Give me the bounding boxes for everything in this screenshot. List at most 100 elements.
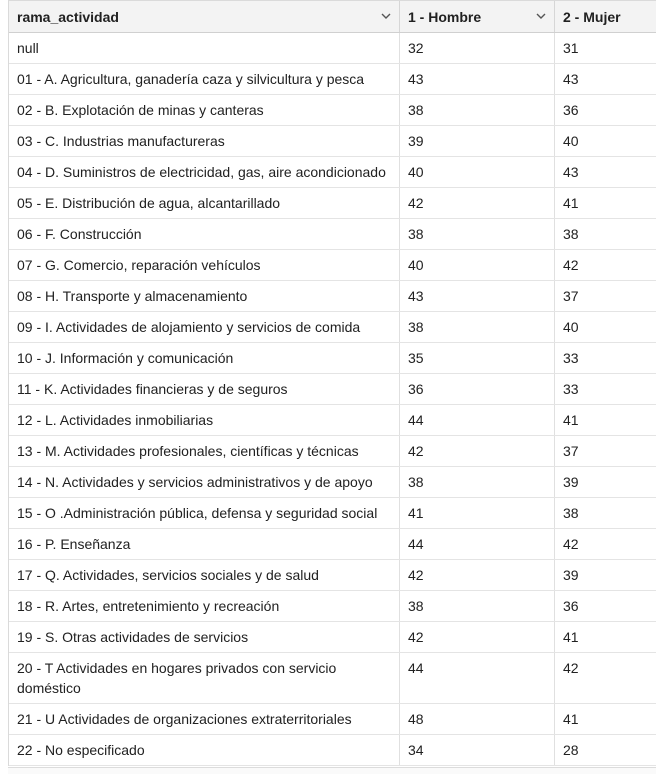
table-row[interactable]: 09 - I. Actividades de alojamiento y ser…	[9, 312, 656, 343]
cell-hombre[interactable]: 39	[400, 126, 555, 156]
cell-rama-actividad[interactable]: 19 - S. Otras actividades de servicios	[9, 622, 400, 652]
cell-mujer[interactable]: 31	[555, 33, 656, 63]
table-row[interactable]: 02 - B. Explotación de minas y canteras 3…	[9, 95, 656, 126]
cell-hombre[interactable]: 48	[400, 704, 555, 734]
cell-rama-actividad[interactable]: 04 - D. Suministros de electricidad, gas…	[9, 157, 400, 187]
chevron-down-icon[interactable]	[536, 12, 546, 22]
table-row[interactable]: 13 - M. Actividades profesionales, cient…	[9, 436, 656, 467]
cell-mujer[interactable]: 43	[555, 64, 656, 94]
cell-mujer[interactable]: 36	[555, 591, 656, 621]
table-row[interactable]: 18 - R. Artes, entretenimiento y recreac…	[9, 591, 656, 622]
cell-mujer[interactable]: 37	[555, 436, 656, 466]
table-row[interactable]: 15 - O .Administración pública, defensa …	[9, 498, 656, 529]
cell-hombre[interactable]: 43	[400, 281, 555, 311]
table-row[interactable]: 21 - U Actividades de organizaciones ext…	[9, 704, 656, 735]
cell-mujer[interactable]: 41	[555, 622, 656, 652]
cell-hombre[interactable]: 42	[400, 622, 555, 652]
cell-mujer[interactable]: 36	[555, 95, 656, 125]
cell-rama-actividad[interactable]: 14 - N. Actividades y servicios administ…	[9, 467, 400, 497]
cell-mujer[interactable]: 33	[555, 374, 656, 404]
column-header-mujer[interactable]: 2 - Mujer	[555, 1, 656, 32]
cell-rama-actividad[interactable]: 22 - No especificado	[9, 735, 400, 765]
cell-mujer[interactable]: 43	[555, 157, 656, 187]
table-row[interactable]: 05 - E. Distribución de agua, alcantaril…	[9, 188, 656, 219]
cell-mujer[interactable]: 28	[555, 735, 656, 765]
cell-mujer[interactable]: 42	[555, 653, 656, 703]
cell-hombre[interactable]: 36	[400, 374, 555, 404]
table-row[interactable]: 04 - D. Suministros de electricidad, gas…	[9, 157, 656, 188]
column-header-rama-actividad[interactable]: rama_actividad	[9, 1, 400, 32]
table-row[interactable]: 20 - T Actividades en hogares privados c…	[9, 653, 656, 704]
cell-hombre[interactable]: 40	[400, 250, 555, 280]
cell-mujer[interactable]: 41	[555, 405, 656, 435]
cell-hombre[interactable]: 40	[400, 157, 555, 187]
cell-hombre[interactable]: 41	[400, 498, 555, 528]
cell-value: 40	[408, 164, 424, 180]
table-row[interactable]: 19 - S. Otras actividades de servicios 42…	[9, 622, 656, 653]
table-row[interactable]: 01 - A. Agricultura, ganadería caza y si…	[9, 64, 656, 95]
horizontal-scrollbar[interactable]	[8, 767, 656, 774]
cell-hombre[interactable]: 32	[400, 33, 555, 63]
cell-rama-actividad[interactable]: 21 - U Actividades de organizaciones ext…	[9, 704, 400, 734]
cell-hombre[interactable]: 35	[400, 343, 555, 373]
cell-mujer[interactable]: 38	[555, 219, 656, 249]
cell-mujer[interactable]: 39	[555, 467, 656, 497]
cell-rama-actividad[interactable]: 20 - T Actividades en hogares privados c…	[9, 653, 400, 703]
cell-hombre[interactable]: 38	[400, 467, 555, 497]
table-row[interactable]: 07 - G. Comercio, reparación vehículos 40…	[9, 250, 656, 281]
cell-rama-actividad[interactable]: 08 - H. Transporte y almacenamiento	[9, 281, 400, 311]
table-row[interactable]: 17 - Q. Actividades, servicios sociales …	[9, 560, 656, 591]
cell-hombre[interactable]: 38	[400, 95, 555, 125]
table-row[interactable]: 16 - P. Enseñanza 44 42	[9, 529, 656, 560]
cell-rama-actividad[interactable]: 06 - F. Construcción	[9, 219, 400, 249]
cell-mujer[interactable]: 42	[555, 250, 656, 280]
cell-mujer[interactable]: 41	[555, 704, 656, 734]
cell-rama-actividad[interactable]: 11 - K. Actividades financieras y de seg…	[9, 374, 400, 404]
cell-mujer[interactable]: 42	[555, 529, 656, 559]
cell-hombre[interactable]: 44	[400, 405, 555, 435]
chevron-down-icon[interactable]	[381, 12, 391, 22]
cell-rama-actividad[interactable]: 07 - G. Comercio, reparación vehículos	[9, 250, 400, 280]
table-row[interactable]: 12 - L. Actividades inmobiliarias 44 41	[9, 405, 656, 436]
cell-mujer[interactable]: 40	[555, 312, 656, 342]
table-row[interactable]: 03 - C. Industrias manufactureras 39 40	[9, 126, 656, 157]
cell-rama-actividad[interactable]: 03 - C. Industrias manufactureras	[9, 126, 400, 156]
cell-value: 35	[408, 350, 424, 366]
cell-rama-actividad[interactable]: 13 - M. Actividades profesionales, cient…	[9, 436, 400, 466]
cell-rama-actividad[interactable]: 16 - P. Enseñanza	[9, 529, 400, 559]
table-row[interactable]: null 32 31	[9, 33, 656, 64]
cell-hombre[interactable]: 44	[400, 653, 555, 703]
cell-rama-actividad[interactable]: 05 - E. Distribución de agua, alcantaril…	[9, 188, 400, 218]
cell-hombre[interactable]: 42	[400, 436, 555, 466]
table-row[interactable]: 08 - H. Transporte y almacenamiento 43 37	[9, 281, 656, 312]
cell-rama-actividad[interactable]: 18 - R. Artes, entretenimiento y recreac…	[9, 591, 400, 621]
cell-hombre[interactable]: 42	[400, 188, 555, 218]
cell-rama-actividad[interactable]: 09 - I. Actividades de alojamiento y ser…	[9, 312, 400, 342]
cell-hombre[interactable]: 44	[400, 529, 555, 559]
table-row[interactable]: 14 - N. Actividades y servicios administ…	[9, 467, 656, 498]
cell-mujer[interactable]: 39	[555, 560, 656, 590]
cell-hombre[interactable]: 38	[400, 219, 555, 249]
table-row[interactable]: 06 - F. Construcción 38 38	[9, 219, 656, 250]
cell-rama-actividad[interactable]: 12 - L. Actividades inmobiliarias	[9, 405, 400, 435]
table-row[interactable]: 11 - K. Actividades financieras y de seg…	[9, 374, 656, 405]
cell-hombre[interactable]: 38	[400, 312, 555, 342]
cell-mujer[interactable]: 38	[555, 498, 656, 528]
table-row[interactable]: 10 - J. Información y comunicación 35 33	[9, 343, 656, 374]
cell-rama-actividad[interactable]: 02 - B. Explotación de minas y canteras	[9, 95, 400, 125]
cell-mujer[interactable]: 40	[555, 126, 656, 156]
cell-rama-actividad[interactable]: null	[9, 33, 400, 63]
cell-rama-actividad[interactable]: 15 - O .Administración pública, defensa …	[9, 498, 400, 528]
cell-hombre[interactable]: 42	[400, 560, 555, 590]
cell-hombre[interactable]: 34	[400, 735, 555, 765]
cell-rama-actividad[interactable]: 01 - A. Agricultura, ganadería caza y si…	[9, 64, 400, 94]
cell-mujer[interactable]: 33	[555, 343, 656, 373]
table-row[interactable]: 22 - No especificado 34 28	[9, 735, 656, 766]
cell-mujer[interactable]: 37	[555, 281, 656, 311]
cell-hombre[interactable]: 43	[400, 64, 555, 94]
cell-hombre[interactable]: 38	[400, 591, 555, 621]
cell-mujer[interactable]: 41	[555, 188, 656, 218]
cell-rama-actividad[interactable]: 17 - Q. Actividades, servicios sociales …	[9, 560, 400, 590]
column-header-hombre[interactable]: 1 - Hombre	[400, 1, 555, 32]
cell-rama-actividad[interactable]: 10 - J. Información y comunicación	[9, 343, 400, 373]
